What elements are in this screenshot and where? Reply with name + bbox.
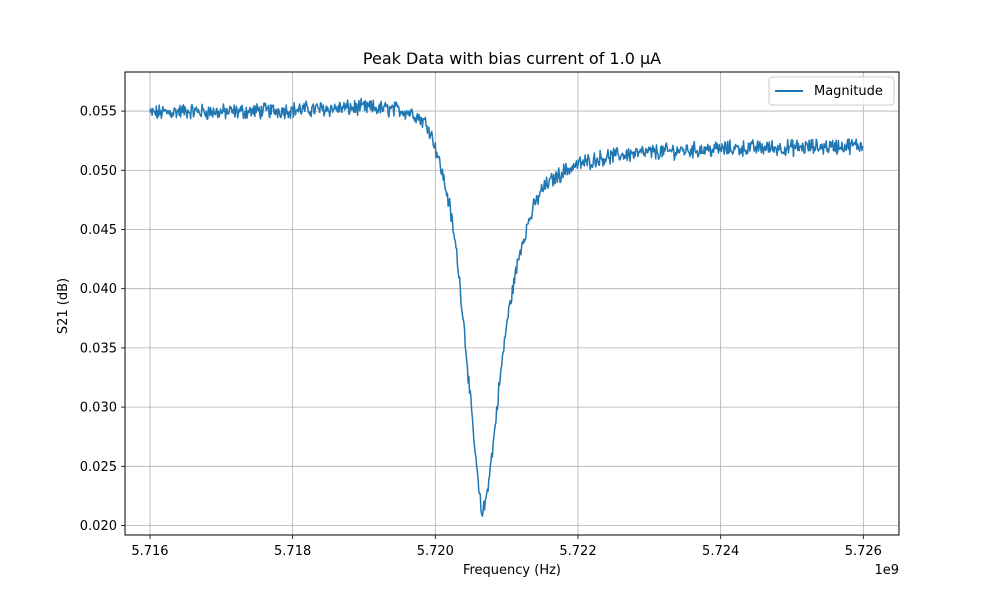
y-tick-label: 0.030: [80, 401, 117, 416]
x-tick-label: 5.724: [702, 544, 739, 559]
y-axis-ticks: 0.020 0.025 0.030 0.035 0.040 0.045 0.050 0.055: [80, 105, 125, 534]
x-axis-label: Frequency (Hz): [463, 563, 561, 578]
x-tick-label: 5.720: [417, 544, 454, 559]
y-tick-label: 0.035: [80, 341, 117, 356]
x-axis-offset-label: 1e9: [874, 563, 899, 578]
x-tick-label: 5.716: [131, 544, 168, 559]
y-axis-label: S21 (dB): [56, 278, 71, 334]
y-tick-label: 0.040: [80, 282, 117, 297]
chart-title: Peak Data with bias current of 1.0 μA: [363, 49, 661, 68]
x-tick-label: 5.726: [845, 544, 882, 559]
plot-frame: [124, 71, 900, 536]
y-tick-label: 0.050: [80, 164, 117, 179]
x-axis-ticks: 5.716 5.718 5.720 5.722 5.724 5.726: [131, 535, 882, 559]
series-line-magnitude: [149, 97, 864, 517]
y-tick-label: 0.045: [80, 223, 117, 238]
legend: Magnitude: [768, 76, 895, 106]
y-tick-label: 0.020: [80, 519, 117, 534]
x-tick-label: 5.718: [274, 544, 311, 559]
x-tick-label: 5.722: [559, 544, 596, 559]
legend-entry-magnitude: Magnitude: [814, 84, 883, 99]
y-tick-label: 0.025: [80, 460, 117, 475]
series-layer: [149, 97, 864, 517]
legend-box: [768, 76, 895, 106]
y-tick-label: 0.055: [80, 105, 117, 120]
